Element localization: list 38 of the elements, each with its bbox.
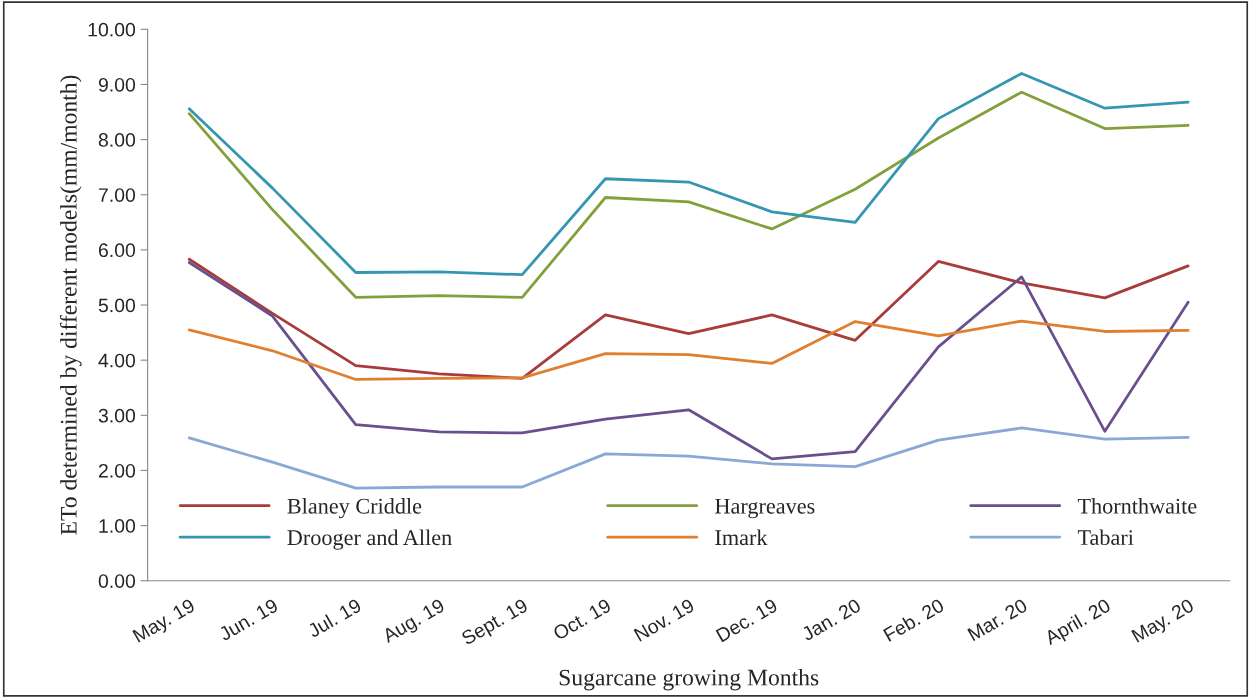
legend-label: Drooger and Allen	[287, 529, 452, 550]
legend-label: Hargreaves	[715, 498, 815, 519]
x-tick-label: Jul. 19	[306, 597, 363, 639]
line-series	[187, 261, 1190, 461]
y-tick-label: 3.00	[98, 408, 136, 423]
x-tick-label: Feb. 20	[882, 597, 945, 642]
x-axis-title: Sugarcane growing Months	[559, 668, 819, 691]
x-tick-label: Nov. 19	[633, 598, 696, 642]
line-series	[187, 426, 1190, 490]
x-tick-label: Mar. 20	[967, 598, 1029, 642]
y-tick-label: 1.00	[99, 519, 136, 533]
x-tick-label: April. 20	[1043, 597, 1114, 649]
y-tick-label: 8.00	[98, 133, 136, 147]
y-tick-label: 2.00	[98, 463, 136, 478]
y-tick-label: 6.00	[98, 243, 136, 258]
y-tick-label: 10.00	[88, 22, 136, 37]
legend-label: Imark	[715, 529, 768, 546]
x-tick-label: Sept. 19	[460, 598, 531, 649]
x-tick-label: Oct. 19	[552, 598, 612, 641]
y-tick-label: 9.00	[98, 77, 136, 92]
x-tick-label: May. 19	[132, 598, 198, 647]
line-series	[187, 72, 1190, 277]
y-tick-label: 0.00	[98, 574, 136, 588]
x-tick-label: Dec. 19	[715, 598, 779, 643]
legend-label: Thornthwaite	[1077, 498, 1197, 514]
line-series	[187, 257, 1190, 380]
legend-label: Tabari	[1077, 529, 1134, 546]
y-axis-title: ETo determined by different models(mm/month)	[59, 75, 82, 535]
line-series	[187, 319, 1190, 381]
y-tick-label: 4.00	[98, 353, 136, 368]
y-tick-label: 7.00	[98, 188, 136, 202]
x-tick-label: Jan. 20	[800, 598, 862, 642]
x-tick-label: May. 20	[1131, 598, 1197, 647]
line-series	[187, 90, 1190, 299]
legend-label: Blaney Criddle	[287, 498, 422, 519]
y-tick-label: 5.00	[98, 298, 136, 313]
x-tick-label: Aug. 19	[381, 598, 448, 647]
x-tick-label: Jun. 19	[217, 598, 279, 642]
